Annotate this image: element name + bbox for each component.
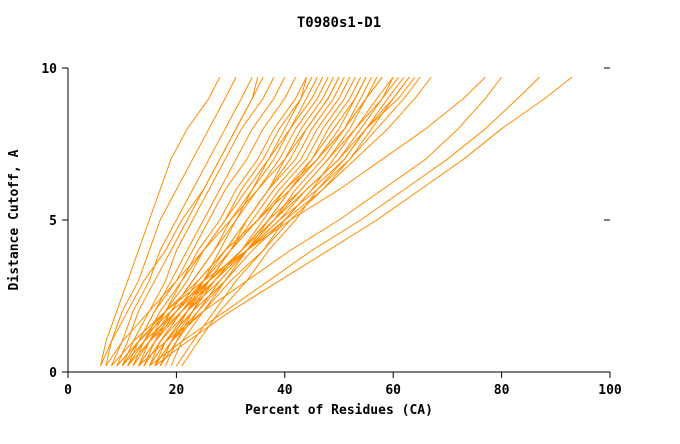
series-line	[181, 76, 410, 367]
x-tick-label: 100	[598, 383, 622, 398]
series-line	[175, 76, 394, 367]
x-tick-label: 80	[494, 383, 510, 398]
x-axis-label: Percent of Residues (CA)	[245, 403, 433, 418]
x-tick-label: 20	[169, 383, 185, 398]
y-tick-label: 10	[41, 62, 57, 77]
series-line	[138, 76, 502, 367]
tick-marks-and-labels: 0 20 40 60 80 100 0 5 10	[41, 62, 622, 398]
series-line	[105, 76, 340, 367]
series-line	[116, 76, 383, 367]
y-axis-label: Distance Cutoff, A	[7, 149, 22, 290]
series-line	[121, 76, 275, 367]
series-line	[121, 76, 416, 367]
series-line	[154, 76, 573, 367]
series-line	[159, 76, 307, 367]
series-line	[138, 76, 329, 367]
series-line	[154, 76, 362, 367]
series-line	[110, 76, 486, 367]
series-line	[100, 76, 221, 367]
y-tick-label: 0	[49, 366, 57, 381]
series-line	[149, 76, 540, 367]
series-line	[100, 76, 259, 367]
y-tick-label: 5	[49, 214, 57, 229]
x-tick-label: 60	[385, 383, 401, 398]
series-line	[170, 76, 367, 367]
series-lines	[100, 76, 573, 367]
x-tick-label: 40	[277, 383, 293, 398]
series-line	[127, 76, 297, 367]
series-line	[148, 76, 356, 367]
series-line	[105, 76, 237, 367]
series-line	[165, 76, 335, 367]
series-line	[121, 76, 286, 367]
series-line	[127, 76, 421, 367]
chart-title: T0980s1-D1	[297, 15, 381, 31]
series-line	[127, 76, 307, 367]
series-line	[110, 76, 253, 367]
x-tick-label: 0	[64, 383, 72, 398]
series-line	[132, 76, 318, 367]
